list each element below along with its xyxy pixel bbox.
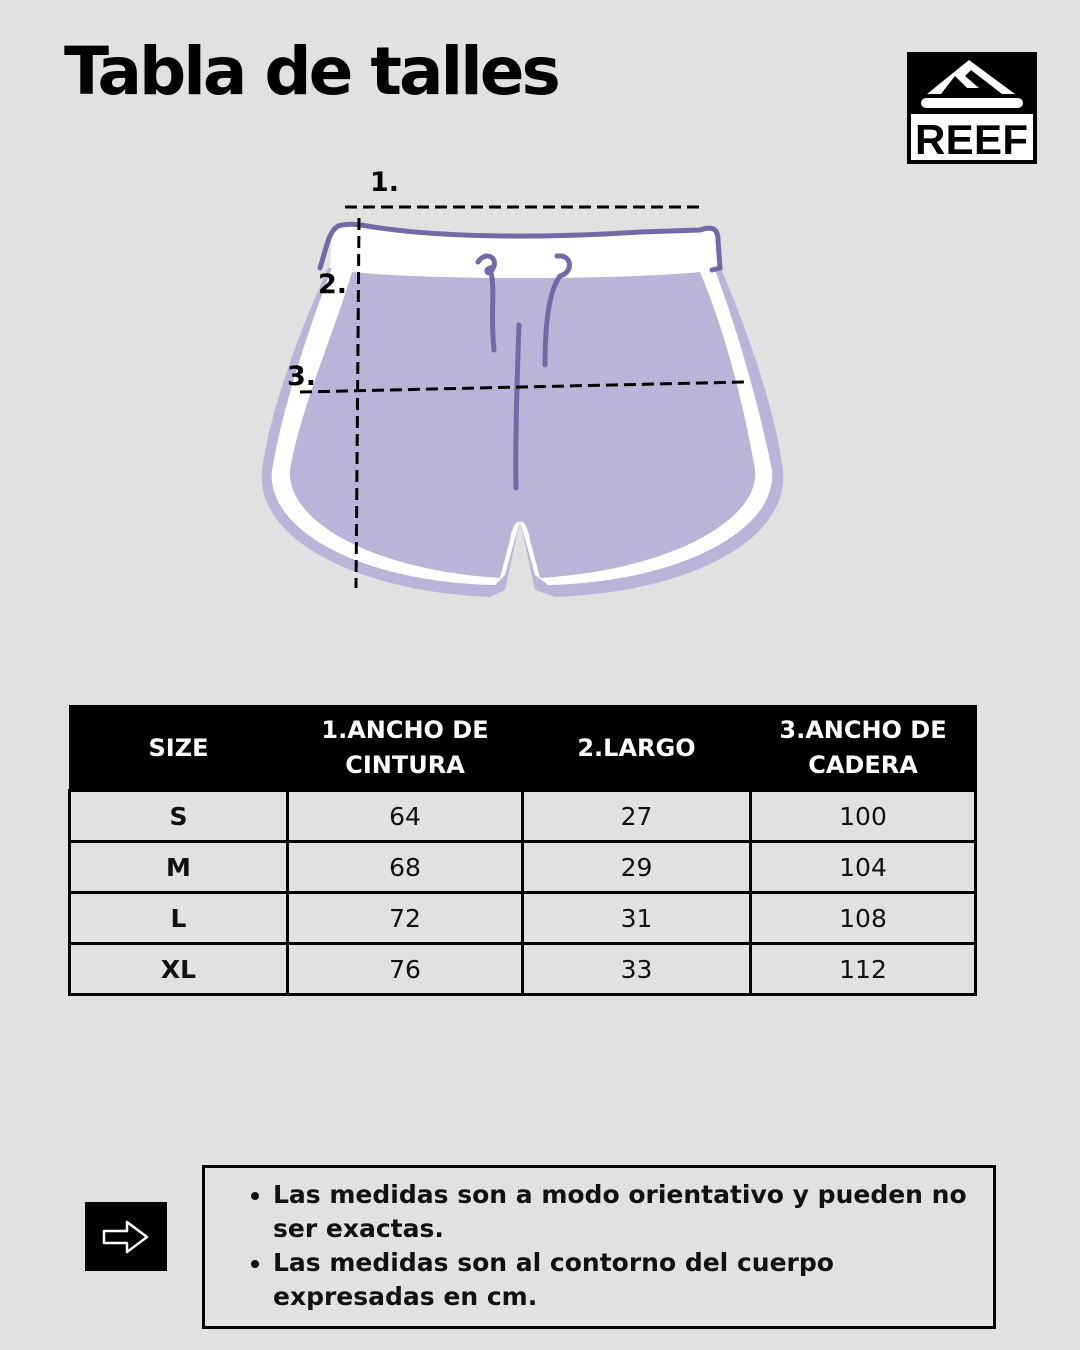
waistband-outline <box>317 221 723 273</box>
size-cell: L <box>68 891 289 945</box>
hip-cell: 100 <box>749 789 977 843</box>
measure-line-hip <box>299 380 746 394</box>
fly-seam <box>513 322 522 491</box>
shorts-body <box>289 272 756 578</box>
length-cell: 31 <box>521 891 752 945</box>
note-item: Las medidas son al contorno del cuerpo e… <box>273 1246 993 1314</box>
header-waist-line2: CINTURA <box>345 751 465 779</box>
hip-cell: 112 <box>749 942 977 996</box>
table-row: L 72 31 108 <box>68 891 977 945</box>
header-length: 2.LARGO <box>521 705 752 792</box>
table-row: S 64 27 100 <box>68 789 977 843</box>
length-cell: 29 <box>521 840 752 894</box>
arrow-box <box>85 1202 167 1271</box>
size-cell: S <box>68 789 289 843</box>
label-3: 3. <box>287 361 316 392</box>
size-cell: XL <box>68 942 289 996</box>
waist-cell: 72 <box>286 891 524 945</box>
label-1: 1. <box>370 167 399 198</box>
shorts-diagram: 1. 2. 3. <box>261 167 784 597</box>
hip-cell: 108 <box>749 891 977 945</box>
length-cell: 33 <box>521 942 752 996</box>
size-table: SIZE 1.ANCHO DE CINTURA 2.LARGO 3.ANCHO D… <box>68 705 977 996</box>
header-waist-line1: 1.ANCHO DE <box>321 716 489 744</box>
drawstring-right <box>542 253 572 368</box>
table-row: M 68 29 104 <box>68 840 977 894</box>
waistband <box>330 224 720 278</box>
note-item: Las medidas son a modo orientativo y pue… <box>273 1178 993 1246</box>
waist-cell: 64 <box>286 789 524 843</box>
measure-line-length <box>354 217 361 589</box>
drawstring-left <box>475 253 497 353</box>
waist-cell: 76 <box>286 942 524 996</box>
length-cell: 27 <box>521 789 752 843</box>
header-hip-line1: 3.ANCHO DE <box>779 716 947 744</box>
header-hip: 3.ANCHO DE CADERA <box>749 705 977 792</box>
arrow-right-icon <box>102 1220 149 1253</box>
svg-text:REEF: REEF <box>915 116 1029 163</box>
label-2: 2. <box>318 269 347 300</box>
page-title: Tabla de talles <box>64 33 561 110</box>
header-hip-line2: CADERA <box>808 751 918 779</box>
table-header-row: SIZE 1.ANCHO DE CINTURA 2.LARGO 3.ANCHO D… <box>68 705 977 792</box>
reef-logo: REEF <box>907 52 1037 164</box>
table-row: XL 76 33 112 <box>68 942 977 996</box>
hip-cell: 104 <box>749 840 977 894</box>
header-waist: 1.ANCHO DE CINTURA <box>286 705 524 792</box>
header-size: SIZE <box>68 705 289 792</box>
waist-cell: 68 <box>286 840 524 894</box>
size-cell: M <box>68 840 289 894</box>
notes-box: Las medidas son a modo orientativo y pue… <box>202 1165 996 1329</box>
